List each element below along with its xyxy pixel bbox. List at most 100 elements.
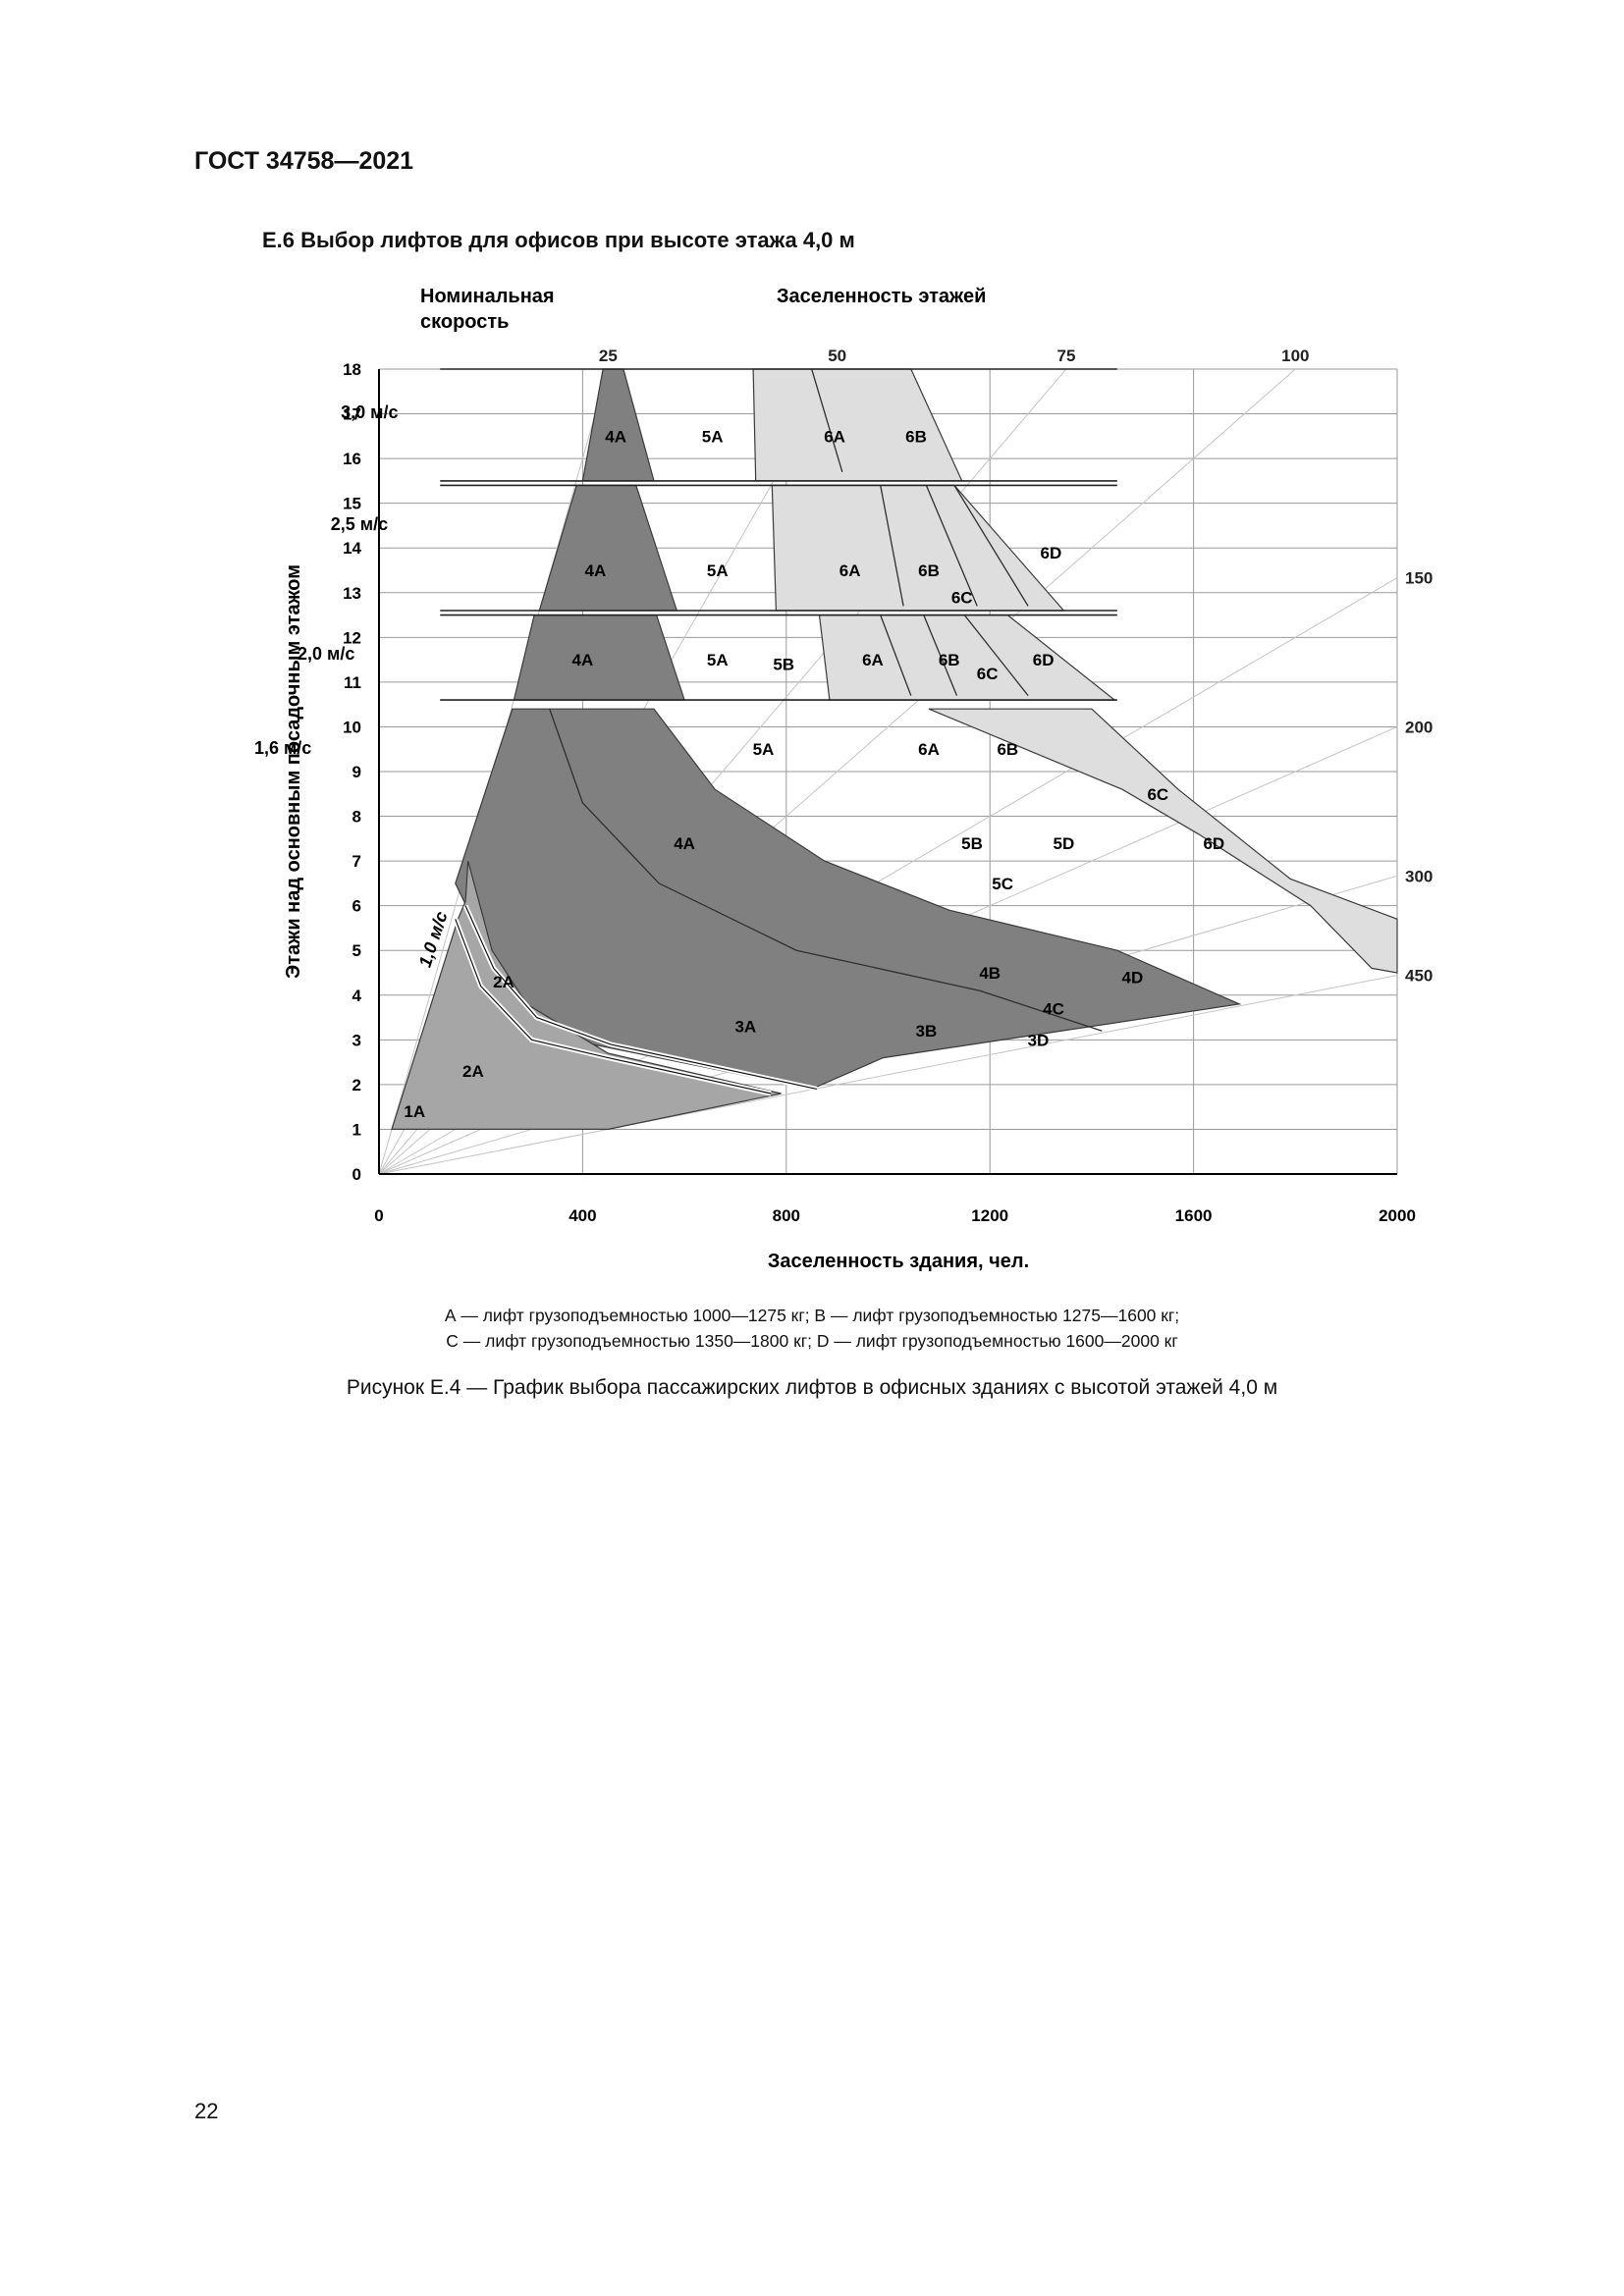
labels: 3,0 м/с 4А 5А 6А 6В 2,5 м/с 4А 5А 6А 6В 6С 6D 2,0 м/… <box>254 402 1224 1121</box>
region-label: 6С <box>951 588 973 607</box>
region-label: 6С <box>1147 785 1168 804</box>
density-ray <box>378 975 1398 1175</box>
region-label: 5В <box>773 656 794 674</box>
y-tick-label: 5 <box>352 941 361 960</box>
figure-caption: Рисунок Е.4 — График выбора пассажирских… <box>346 1376 1278 1399</box>
x-tick-label: 0 <box>374 1206 383 1225</box>
legend-line-2: С — лифт грузоподъемностью 1350—1800 кг;… <box>446 1331 1178 1351</box>
band-separator-outline <box>455 919 772 1095</box>
density-ray-label: 300 <box>1405 867 1433 885</box>
y-tick-label: 11 <box>344 673 361 692</box>
region-boundary <box>880 614 912 696</box>
region-label: 6С <box>977 665 999 683</box>
region-label: 4С <box>1043 999 1064 1018</box>
y-tick-label: 6 <box>352 897 361 916</box>
legend-line-1: А — лифт грузоподъемностью 1000—1275 кг;… <box>444 1306 1180 1325</box>
speed-label: 3,0 м/с <box>341 402 398 422</box>
document-header: ГОСТ 34758—2021 <box>194 147 414 175</box>
y-tick-label: 0 <box>352 1165 361 1184</box>
region-label: 6D <box>1041 544 1062 562</box>
y-tick-label: 10 <box>343 718 361 736</box>
y-tick-label: 4 <box>352 987 362 1005</box>
region-boundary <box>925 485 978 607</box>
region-label: 6А <box>862 651 884 669</box>
region-label: 6В <box>997 740 1018 759</box>
region-label: 2А <box>493 973 514 991</box>
density-ray-label: 50 <box>828 347 846 365</box>
region-label: 5А <box>707 561 729 580</box>
density-ray-label: 75 <box>1057 347 1076 365</box>
region-light <box>928 708 1398 974</box>
region-label: 6D <box>1033 651 1055 669</box>
x-tick-label: 800 <box>773 1206 800 1225</box>
region-label: 5С <box>992 875 1013 893</box>
x-tick-label: 1600 <box>1175 1206 1213 1225</box>
density-ray-label: 150 <box>1405 569 1433 588</box>
region-label: 2А <box>462 1062 484 1081</box>
y-tick-label: 1 <box>352 1120 361 1139</box>
density-ray-label: 450 <box>1405 967 1433 986</box>
region-boundary <box>880 485 904 607</box>
region-label: 6А <box>824 427 845 446</box>
region-dark <box>581 368 655 482</box>
region-label: 5А <box>707 651 729 669</box>
region-label: 5А <box>753 740 775 759</box>
speed-label: 1,6 м/с <box>254 738 311 758</box>
region-light <box>752 368 963 482</box>
region-label: 6А <box>918 740 940 759</box>
y-tick-label: 8 <box>352 808 361 827</box>
x-tick-label: 1200 <box>971 1206 1008 1225</box>
region-label: 6В <box>939 651 960 669</box>
region-label: 4А <box>572 651 594 669</box>
density-ray-label: 200 <box>1405 718 1433 736</box>
region-mid <box>391 860 782 1131</box>
region-label: 4А <box>584 561 606 580</box>
band-separator-outline <box>464 905 818 1090</box>
region-label: 4А <box>605 427 626 446</box>
region-dark <box>513 614 685 701</box>
x-axis-title: Заселенность здания, чел. <box>768 1251 1029 1272</box>
density-ray-label: 100 <box>1281 347 1309 365</box>
y-tick-label: 17 <box>343 405 361 424</box>
region-label: 4А <box>674 834 695 853</box>
header-left-line2: скорость <box>420 311 509 333</box>
speed-label: 2,5 м/с <box>331 514 388 534</box>
density-ray-label: 25 <box>599 347 618 365</box>
region-boundary <box>923 614 958 696</box>
region-label: 4D <box>1122 969 1144 988</box>
y-tick-label: 13 <box>343 584 361 603</box>
speed-label: 2,0 м/с <box>298 644 354 664</box>
region-dark <box>538 484 678 612</box>
region-boundary <box>963 614 1029 697</box>
region-label: 3D <box>1028 1031 1050 1049</box>
region-label: 4В <box>979 964 1001 983</box>
x-tick-label: 400 <box>568 1206 596 1225</box>
y-tick-label: 7 <box>352 852 361 871</box>
region-label: 3А <box>734 1018 756 1037</box>
y-tick-label: 9 <box>352 763 361 781</box>
page-number: 22 <box>194 2099 219 2123</box>
y-tick-label: 15 <box>343 495 361 513</box>
regions <box>391 368 1398 1131</box>
region-label: 5В <box>961 834 983 853</box>
region-label: 6D <box>1203 834 1224 853</box>
section-title: E.6 Выбор лифтов для офисов при высоте э… <box>262 228 855 252</box>
y-tick-label: 12 <box>343 628 361 647</box>
region-label: 5А <box>702 427 724 446</box>
y-tick-label: 18 <box>343 360 361 379</box>
region-boundary <box>811 368 843 472</box>
y-axis-title: Этажи над основным посадочным этажом <box>283 564 304 979</box>
region-label: 6А <box>839 561 861 580</box>
x-tick-label: 2000 <box>1379 1206 1416 1225</box>
header-left-line1: Номинальная <box>420 286 555 307</box>
y-tick-label: 2 <box>352 1076 361 1095</box>
boundary-lines <box>440 368 1117 1096</box>
region-label: 6В <box>905 427 927 446</box>
y-tick-label: 16 <box>343 450 361 468</box>
region-label: 6В <box>918 561 940 580</box>
region-label: 1А <box>404 1102 425 1121</box>
region-boundary <box>549 708 1103 1032</box>
region-label: 3В <box>916 1022 938 1041</box>
